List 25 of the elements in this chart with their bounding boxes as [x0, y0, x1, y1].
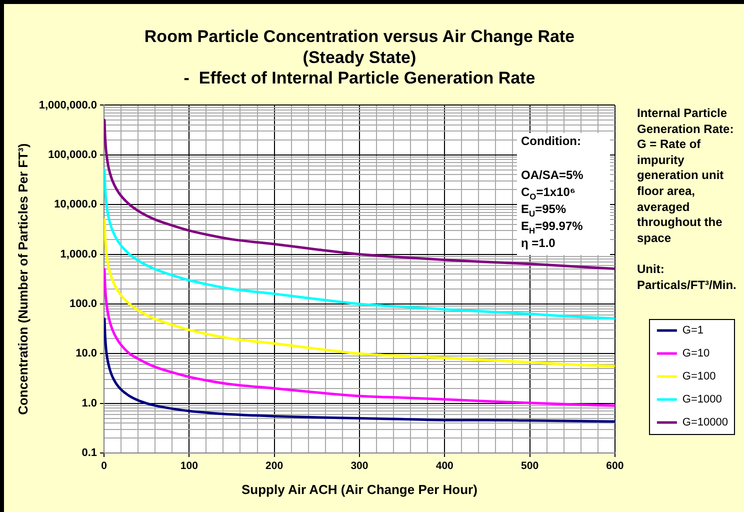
y-tick-label: 10.0 — [76, 348, 97, 360]
x-tick-label: 100 — [180, 460, 198, 472]
x-tick-label: 400 — [436, 460, 454, 472]
legend-label: G=10 — [682, 348, 710, 360]
y-tick-label: 1,000.0 — [60, 248, 97, 260]
y-axis-title: Concentration (Number of Particles Per FT³) — [15, 143, 30, 415]
x-tick-label: 600 — [606, 460, 624, 472]
y-tick-label: 1.0 — [82, 397, 97, 410]
y-tick-label: 10,000.0 — [54, 198, 97, 211]
x-tick-label: 200 — [266, 460, 284, 472]
chart-title: Room Particle Concentration versus Air Change Rate (Steady State) - Effect of Internal Particle Generation Rate — [144, 27, 575, 88]
text: Condition: OA/SA=5% C$_{O}$=1x10⁶ E$_{U}$=95% E$_{H}$=99.97% η =1.0 — [521, 134, 584, 250]
text: Internal Particle Generation Rate: G = Rate of impurity generation unit floor area, averaged throughout the space Unit: Particals/FT³/Min. — [637, 106, 736, 292]
y-tick-label: 100,000.0 — [48, 148, 97, 161]
x-tick-label: 500 — [521, 460, 539, 472]
legend-label: G=1 — [682, 324, 704, 337]
y-tick-label: 0.1 — [82, 447, 97, 460]
legend-label: G=10000 — [682, 416, 728, 429]
legend-label: G=100 — [682, 370, 716, 383]
x-tick-label: 300 — [350, 460, 368, 472]
y-tick-label: 1,000,000.0 — [38, 99, 97, 112]
legend-label: G=1000 — [682, 394, 722, 406]
x-axis-title: Supply Air ACH (Air Change Per Hour) — [241, 482, 478, 497]
x-tick-label: 0 — [101, 460, 108, 472]
y-tick-label: 100.0 — [69, 298, 97, 310]
